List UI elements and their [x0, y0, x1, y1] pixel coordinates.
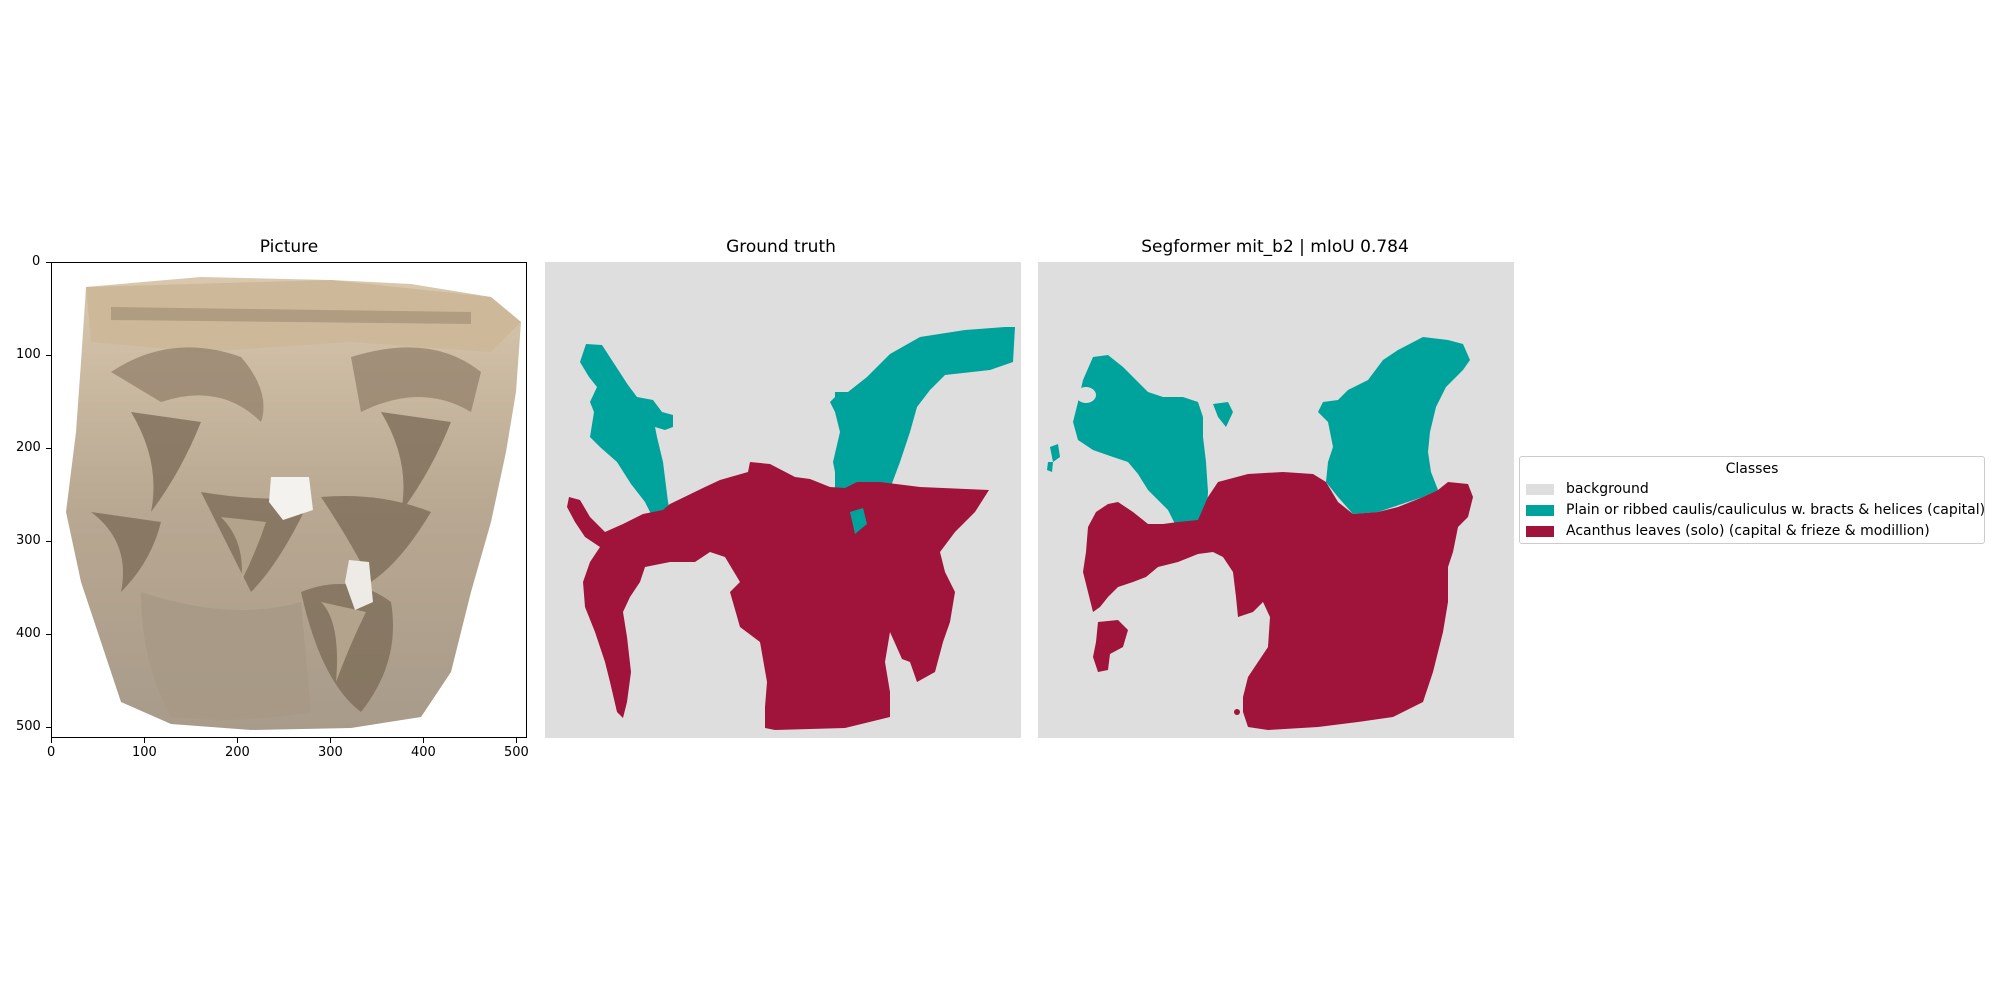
prediction-mask: [1038, 262, 1514, 738]
x-tick-label: 300: [318, 745, 343, 760]
gt-caulis-left: [580, 344, 674, 540]
y-tick-mark: [46, 355, 51, 356]
x-tick-mark: [237, 738, 238, 743]
y-tick-mark: [46, 448, 51, 449]
y-tick-label: 0: [32, 254, 41, 269]
ground-truth-mask: [545, 262, 1021, 738]
legend-swatch: [1526, 526, 1554, 537]
picture-axes-frame: [51, 262, 527, 738]
x-tick-label: 400: [411, 745, 436, 760]
x-tick-mark: [144, 738, 145, 743]
legend-label: Acanthus leaves (solo) (capital & frieze…: [1566, 523, 1930, 539]
legend-label: background: [1566, 481, 1649, 497]
y-tick-label: 500: [16, 719, 41, 734]
y-tick-mark: [46, 727, 51, 728]
x-tick-label: 0: [47, 745, 56, 760]
x-tick-label: 100: [132, 745, 157, 760]
picture-image: [51, 262, 527, 738]
y-tick-mark: [46, 541, 51, 542]
prediction-title: Segformer mit_b2 | mIoU 0.784: [1141, 237, 1409, 257]
y-tick-label: 100: [16, 347, 41, 362]
y-tick-label: 300: [16, 533, 41, 548]
legend-title: Classes: [1725, 461, 1779, 477]
legend-label: Plain or ribbed caulis/cauliculus w. bra…: [1566, 502, 1986, 518]
y-tick-mark: [46, 634, 51, 635]
x-tick-label: 200: [225, 745, 250, 760]
legend-swatch: [1526, 505, 1554, 516]
x-tick-mark: [330, 738, 331, 743]
x-tick-label: 500: [504, 745, 529, 760]
legend-item-background: background: [1526, 481, 1976, 499]
x-tick-mark: [516, 738, 517, 743]
ground-truth-title: Ground truth: [726, 237, 836, 257]
y-tick-label: 400: [16, 626, 41, 641]
picture-title: Picture: [259, 237, 319, 257]
pred-caulis-left: [1073, 355, 1208, 530]
y-tick-label: 200: [16, 440, 41, 455]
pred-caulis-right: [1318, 337, 1470, 514]
y-tick-mark: [46, 262, 51, 263]
x-tick-mark: [51, 738, 52, 743]
gt-acanthus: [567, 462, 989, 730]
legend: Classes background Plain or ribbed cauli…: [1519, 456, 1985, 544]
legend-item-acanthus: Acanthus leaves (solo) (capital & frieze…: [1526, 523, 1976, 541]
legend-swatch: [1526, 484, 1554, 495]
pred-acanthus: [1083, 472, 1473, 730]
x-tick-mark: [423, 738, 424, 743]
legend-item-caulis: Plain or ribbed caulis/cauliculus w. bra…: [1526, 502, 1985, 520]
